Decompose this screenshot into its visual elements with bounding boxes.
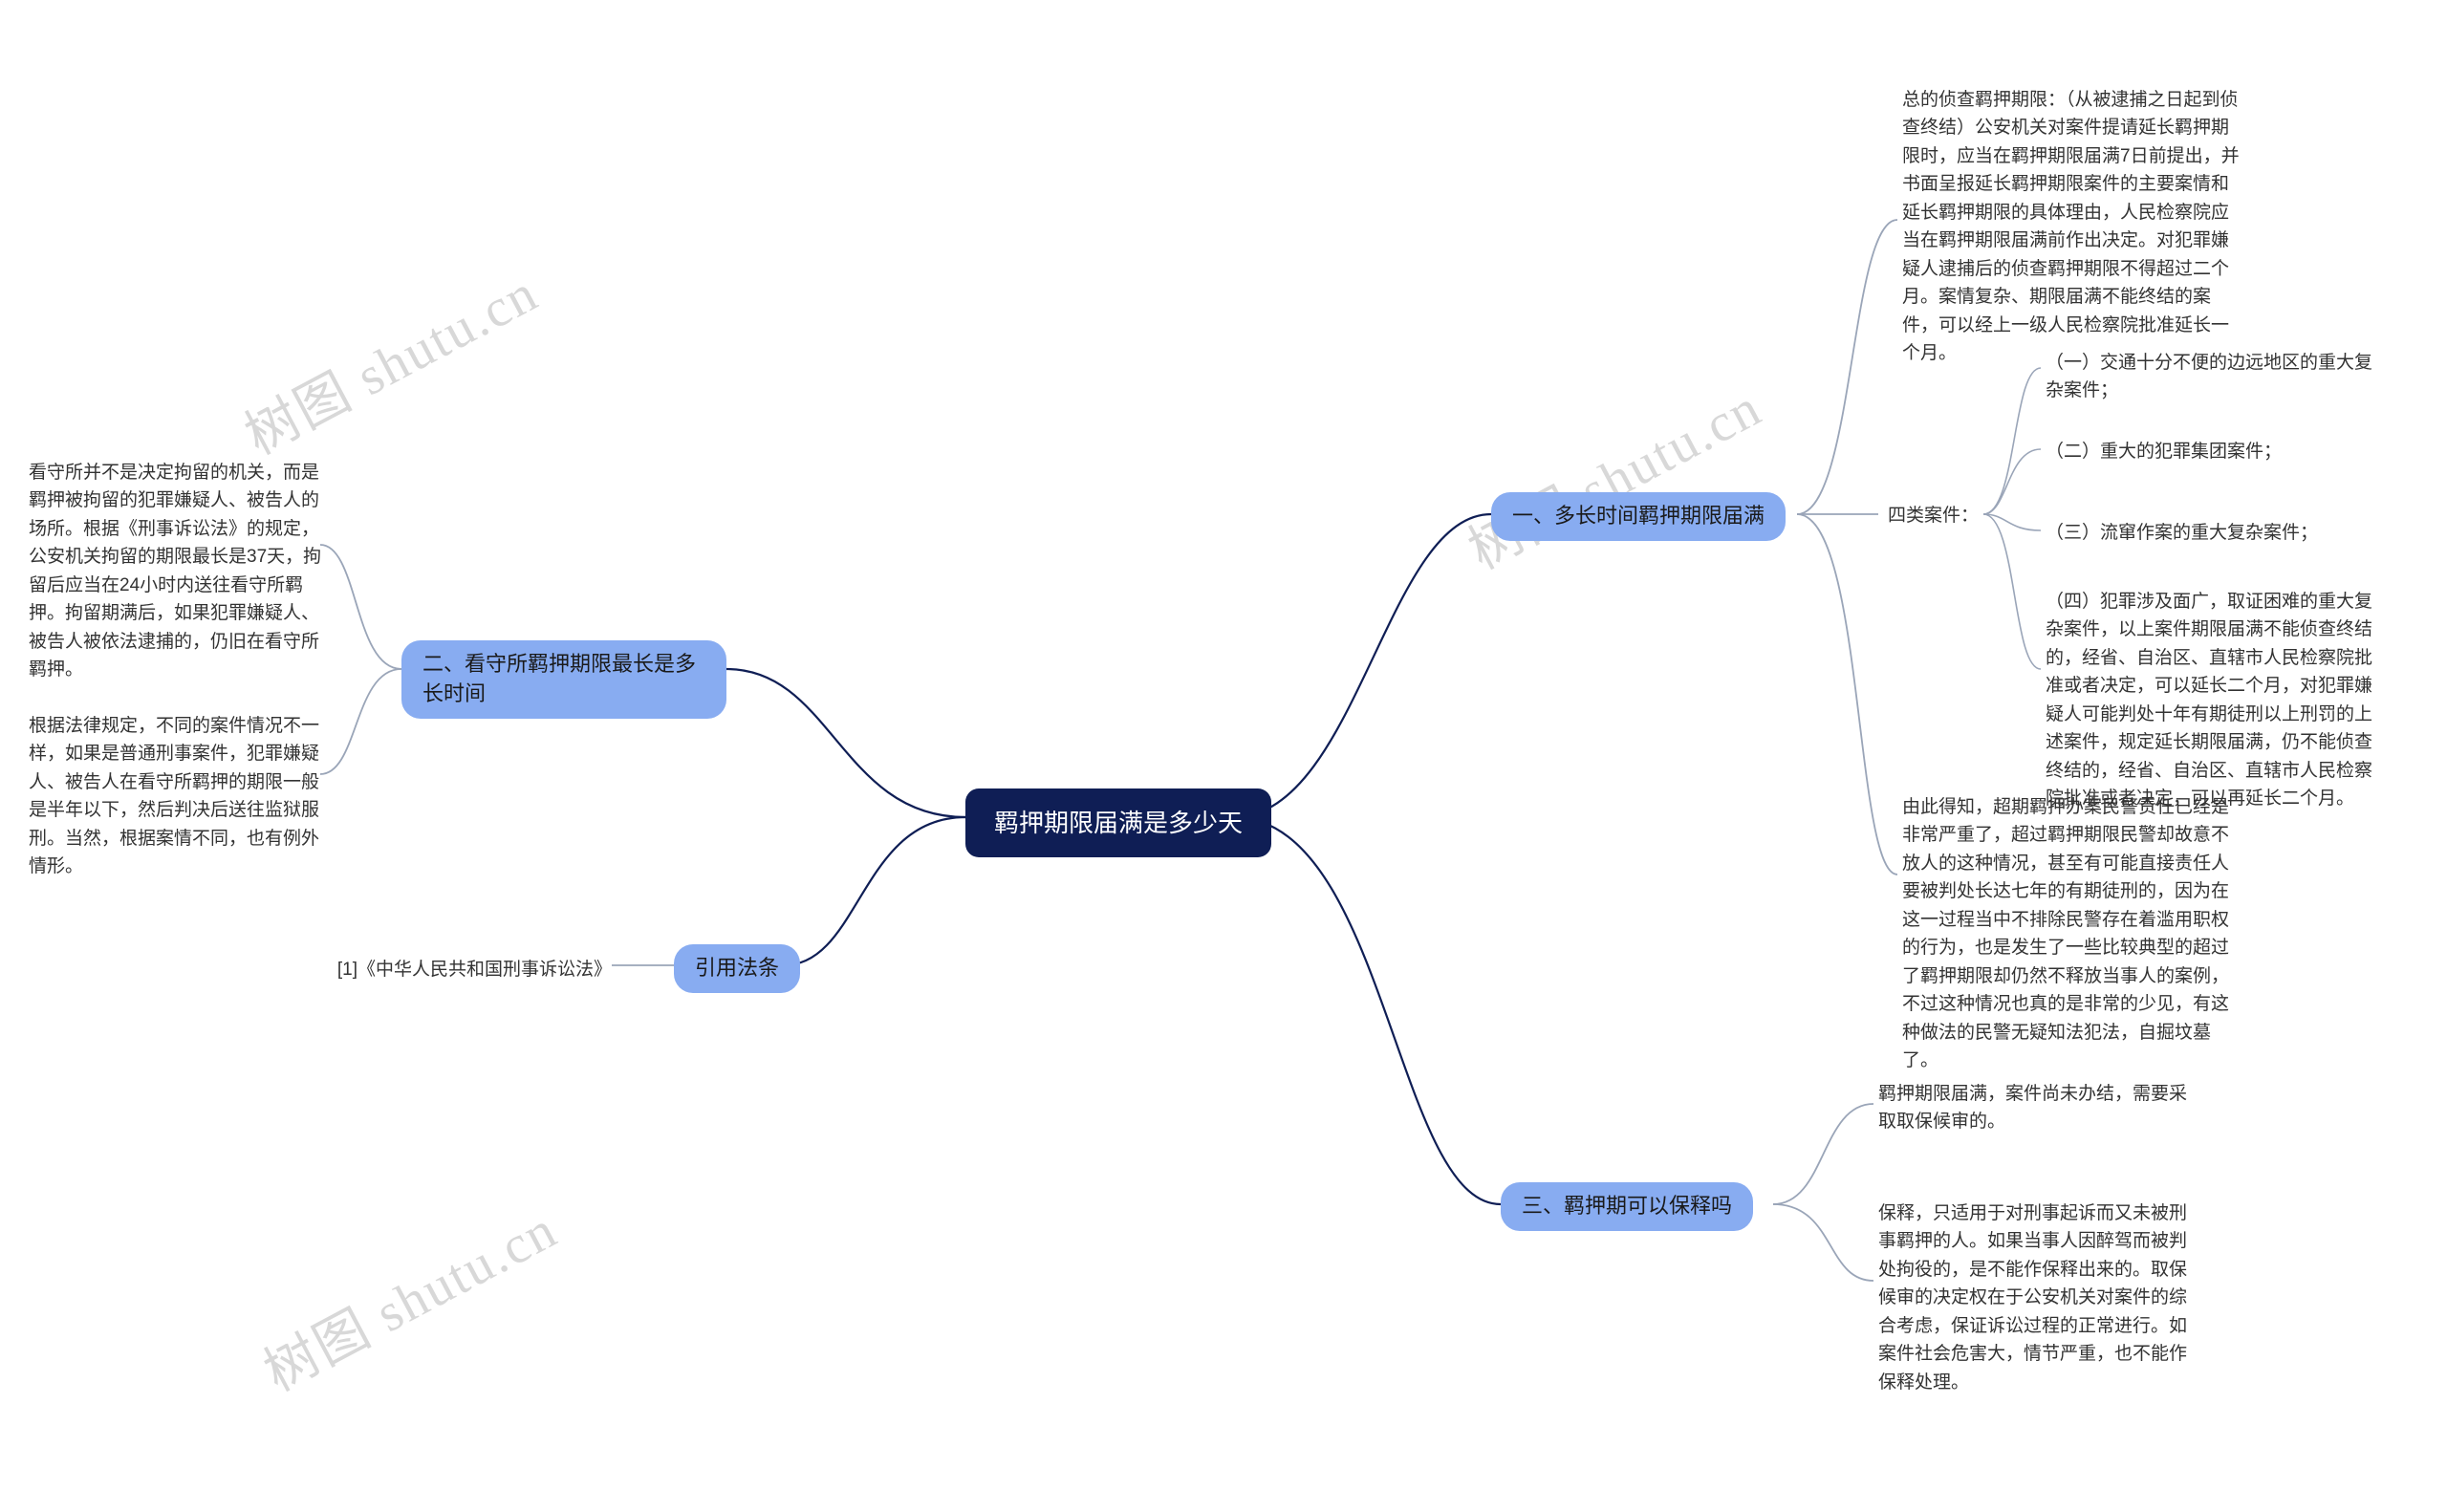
branch-section-1: 一、多长时间羁押期限届满 [1491,492,1786,541]
branch-four-cases: 四类案件： [1888,502,1979,529]
leaf-s2b: 根据法律规定，不同的案件情况不一样，如果是普通刑事案件，犯罪嫌疑人、被告人在看守… [29,712,325,881]
leaf-ref1: [1]《中华人民共和国刑事诉讼法》 [335,956,612,983]
branch-section-2: 二、看守所羁押期限最长是多长时间 [401,640,726,719]
leaf-s2a: 看守所并不是决定拘留的机关，而是羁押被拘留的犯罪嫌疑人、被告人的场所。根据《刑事… [29,459,325,684]
branch-section-3: 三、羁押期可以保释吗 [1501,1182,1753,1231]
branch-ref: 引用法条 [674,944,800,993]
leaf-s1c: 由此得知，超期羁押办案民警责任已经是非常严重了，超过羁押期限民警却故意不放人的这… [1902,793,2246,1074]
leaf-case-4: （四）犯罪涉及面广，取证困难的重大复杂案件，以上案件期限届满不能侦查终结的，经省… [2046,588,2390,813]
mindmap-root: 羁押期限届满是多少天 [965,788,1271,857]
leaf-case-3: （三）流窜作案的重大复杂案件； [2046,519,2390,547]
leaf-case-2: （二）重大的犯罪集团案件； [2046,438,2390,465]
leaf-s3a: 羁押期限届满，案件尚未办结，需要采取取保候审的。 [1878,1080,2203,1136]
watermark-3: 树图 shutu.cn [249,1187,569,1406]
leaf-s3b: 保释，只适用于对刑事起诉而又未被刑事羁押的人。如果当事人因醉驾而被判处拘役的，是… [1878,1199,2203,1396]
leaf-s1a: 总的侦查羁押期限：（从被逮捕之日起到侦查终结）公安机关对案件提请延长羁押期限时，… [1902,86,2246,367]
watermark-2: 树图 shutu.cn [1453,365,1773,584]
watermark-1: 树图 shutu.cn [229,250,550,469]
leaf-case-1: （一）交通十分不便的边远地区的重大复杂案件； [2046,349,2390,405]
